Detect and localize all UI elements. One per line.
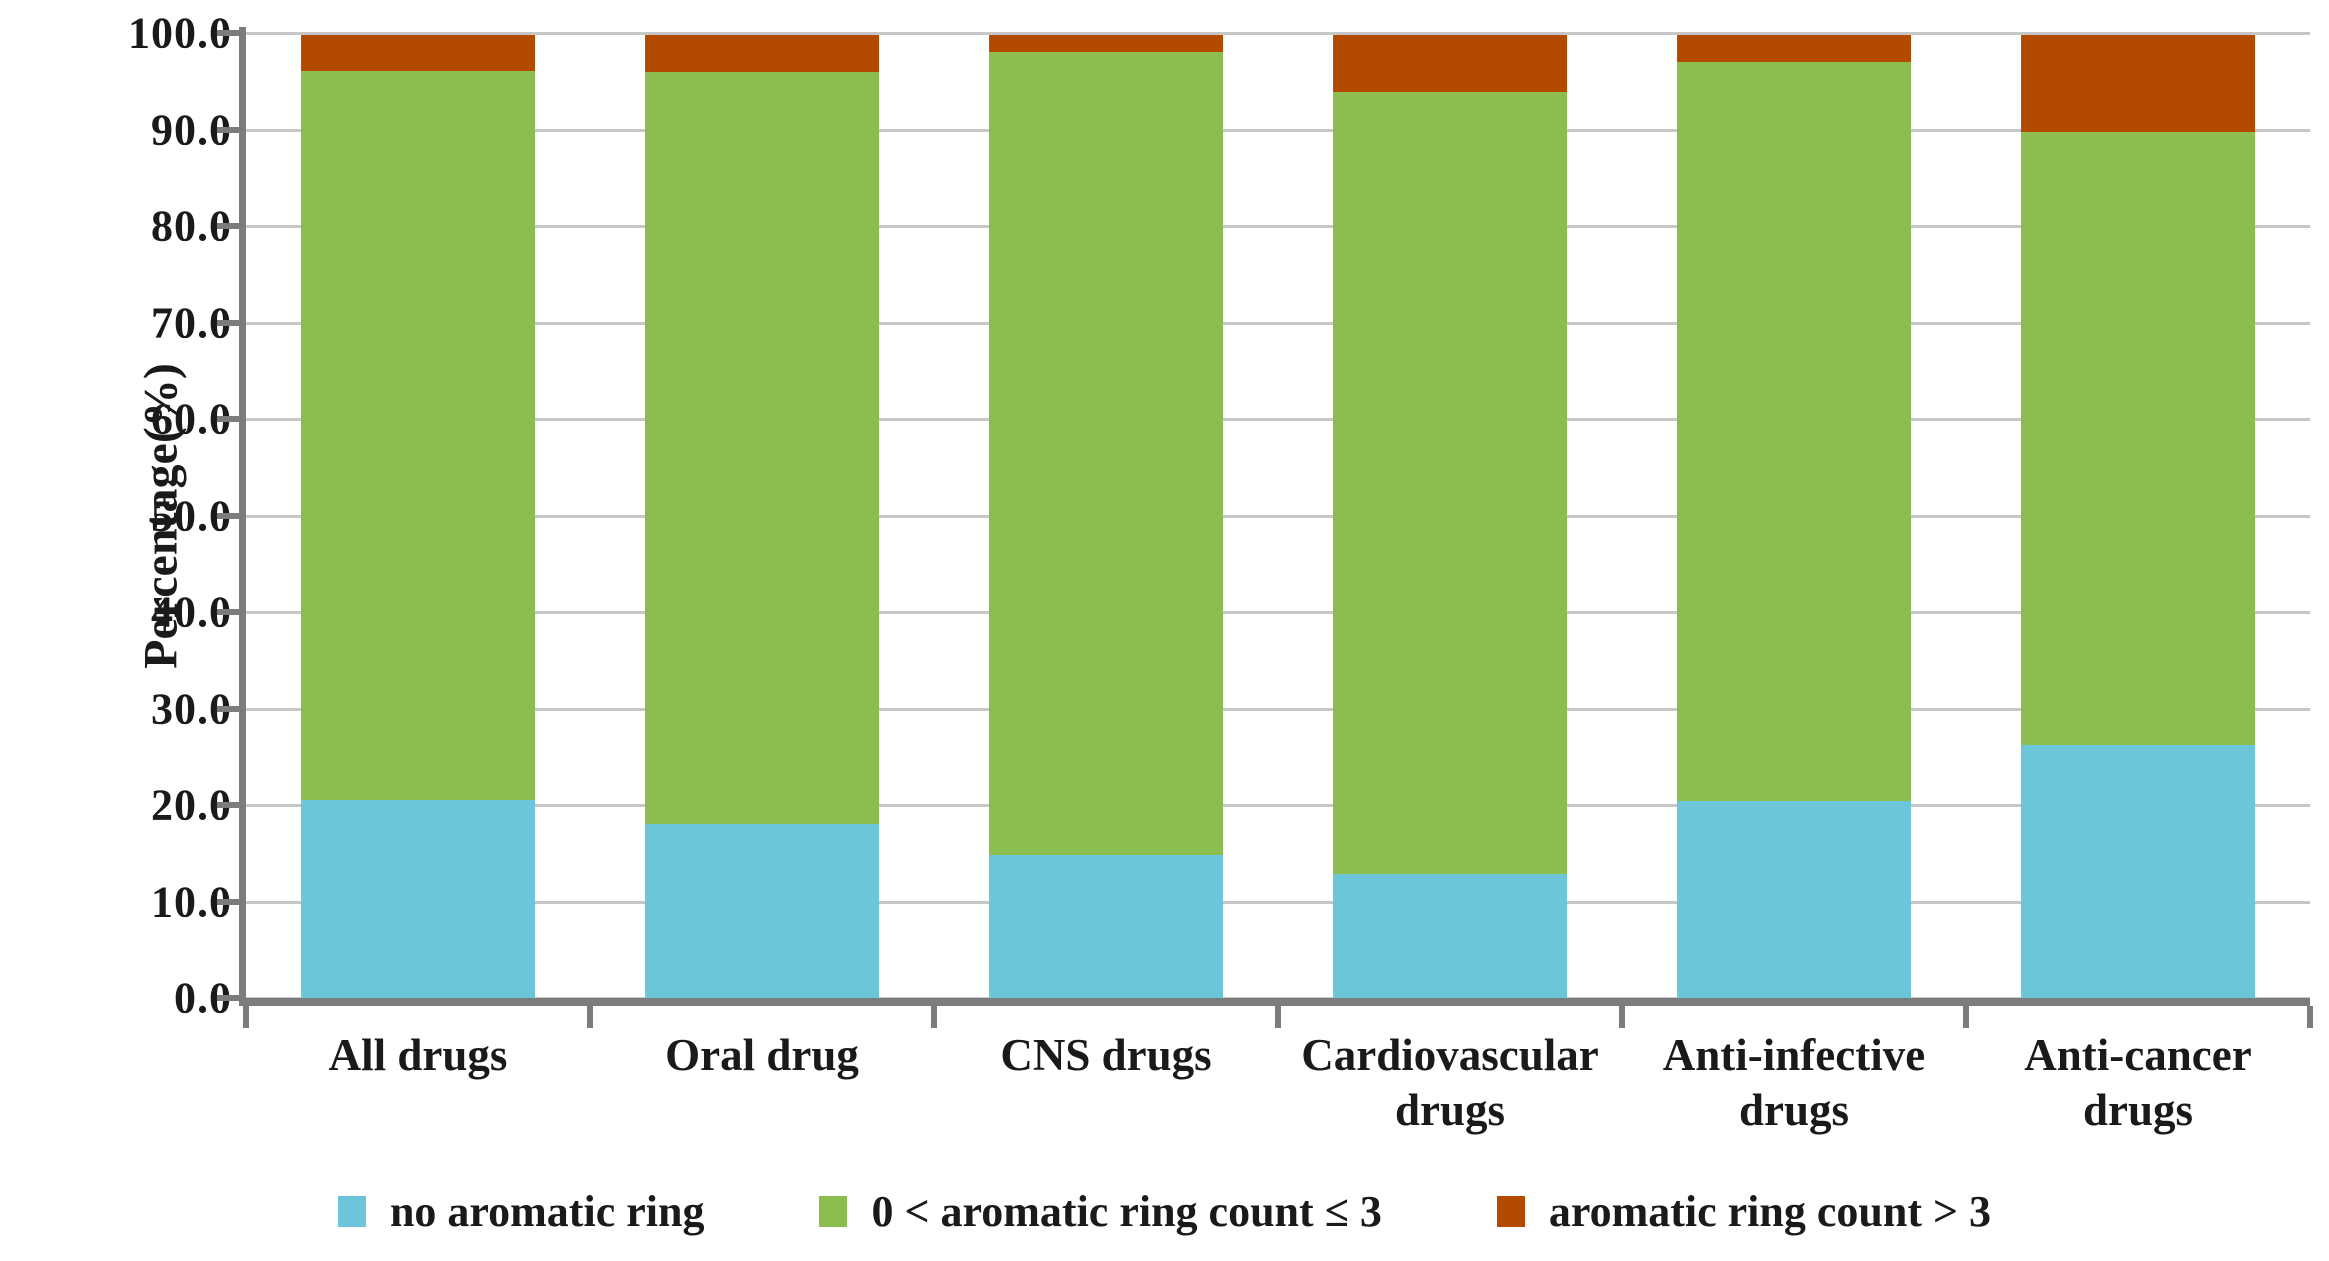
- bar-segment: [989, 52, 1223, 856]
- category-label: Oral drug: [665, 1030, 859, 1080]
- category-label: Cardiovascular drugs: [1301, 1030, 1599, 1135]
- y-axis-tick: [217, 802, 239, 808]
- y-axis-line: [239, 27, 246, 1006]
- x-label-cell: Anti-cancer drugs: [1966, 1028, 2310, 1138]
- x-label-cell: All drugs: [246, 1028, 590, 1138]
- bar-segment: [2021, 745, 2255, 998]
- y-axis-tick: [217, 126, 239, 133]
- bar-segment: [1677, 61, 1911, 802]
- y-axis-tick: [217, 416, 239, 422]
- bar-segment: [989, 855, 1223, 998]
- bar-slot: [590, 33, 934, 998]
- bar-segment: [645, 71, 879, 825]
- x-axis-tick: [931, 1006, 937, 1028]
- y-axis-tick-labels: 100.0 90.0 80.0 70.0 60.0 50.0 40.0 30.0 20.0 10.…: [0, 9, 232, 1023]
- legend-label: no aromatic ring: [389, 1186, 705, 1236]
- x-axis-tick: [1619, 1006, 1625, 1028]
- bar-segment: [1333, 33, 1567, 92]
- y-axis-tick: [217, 512, 239, 519]
- bar-segment: [301, 33, 535, 71]
- bar-segment: [1677, 801, 1911, 998]
- x-label-cell: Oral drug: [590, 1028, 934, 1138]
- gridline: [246, 707, 2310, 711]
- gridline: [246, 804, 2310, 807]
- bar-segment: [1677, 33, 1911, 62]
- x-axis-tick: [1963, 1006, 1969, 1028]
- legend-swatch: [337, 1195, 366, 1227]
- legend-item: no aromatic ring: [337, 1186, 705, 1237]
- bar-segment: [2021, 132, 2255, 746]
- category-label: Anti-cancer drugs: [2024, 1030, 2252, 1135]
- gridline: [246, 514, 2310, 518]
- gridline: [246, 128, 2310, 132]
- y-axis-tick: [217, 995, 239, 1001]
- x-label-cell: Cardiovascular drugs: [1278, 1028, 1622, 1138]
- legend-item: aromatic ring count > 3: [1496, 1186, 1992, 1237]
- x-label-cell: Anti-infective drugs: [1622, 1028, 1966, 1138]
- legend-swatch: [1496, 1195, 1525, 1227]
- gridline: [246, 321, 2310, 325]
- bar-segment: [645, 33, 879, 72]
- stacked-bar: [1333, 33, 1567, 998]
- gridline: [246, 900, 2310, 904]
- x-axis-line: [239, 998, 2310, 1006]
- x-label-cell: CNS drugs: [934, 1028, 1278, 1138]
- bar-segment: [1333, 874, 1567, 998]
- y-axis-tick: [217, 898, 239, 905]
- legend-item: 0 < aromatic ring count ≤ 3: [819, 1186, 1382, 1237]
- gridline: [246, 611, 2310, 614]
- bar-slot: [934, 33, 1278, 998]
- y-tick-label: 100.0: [128, 8, 232, 58]
- gridline: [246, 225, 2310, 228]
- legend-swatch: [819, 1195, 848, 1227]
- gridline: [246, 418, 2310, 421]
- stacked-bar: [2021, 33, 2255, 998]
- x-axis-tick: [2307, 1006, 2313, 1028]
- stacked-bar: [989, 33, 1223, 998]
- y-axis-tick: [217, 223, 239, 229]
- bar-segment: [645, 824, 879, 998]
- x-axis-tick: [587, 1006, 593, 1028]
- bar-segment: [301, 70, 535, 801]
- category-label: CNS drugs: [1000, 1030, 1212, 1080]
- stacked-bar: [1677, 33, 1911, 998]
- bar-segment: [301, 800, 535, 998]
- gridline: [246, 32, 2310, 35]
- legend-label: 0 < aromatic ring count ≤ 3: [871, 1186, 1382, 1236]
- bar-segment: [1333, 91, 1567, 875]
- x-axis-tick: [243, 1006, 249, 1028]
- bar-slot: [1622, 33, 1966, 998]
- category-label: All drugs: [328, 1030, 508, 1080]
- legend: no aromatic ring 0 < aromatic ring count …: [0, 1172, 2329, 1250]
- x-axis-tick: [1275, 1006, 1281, 1028]
- bars-container: [246, 33, 2310, 998]
- stacked-bar: [301, 33, 535, 998]
- x-axis-category-labels: All drugs Oral drug CNS drugs Cardiovascula…: [246, 1028, 2310, 1138]
- y-axis-tick: [217, 705, 239, 712]
- stacked-bar: [645, 33, 879, 998]
- y-axis-tick: [217, 609, 239, 615]
- bar-segment: [2021, 33, 2255, 133]
- bar-slot: [1966, 33, 2310, 998]
- plot-area: [217, 27, 2313, 1028]
- y-axis-tick: [217, 319, 239, 326]
- bar-segment: [989, 33, 1223, 53]
- legend-label: aromatic ring count > 3: [1548, 1186, 1992, 1236]
- bar-slot: [246, 33, 590, 998]
- bar-slot: [1278, 33, 1622, 998]
- y-axis-tick: [217, 30, 239, 36]
- category-label: Anti-infective drugs: [1662, 1030, 1926, 1135]
